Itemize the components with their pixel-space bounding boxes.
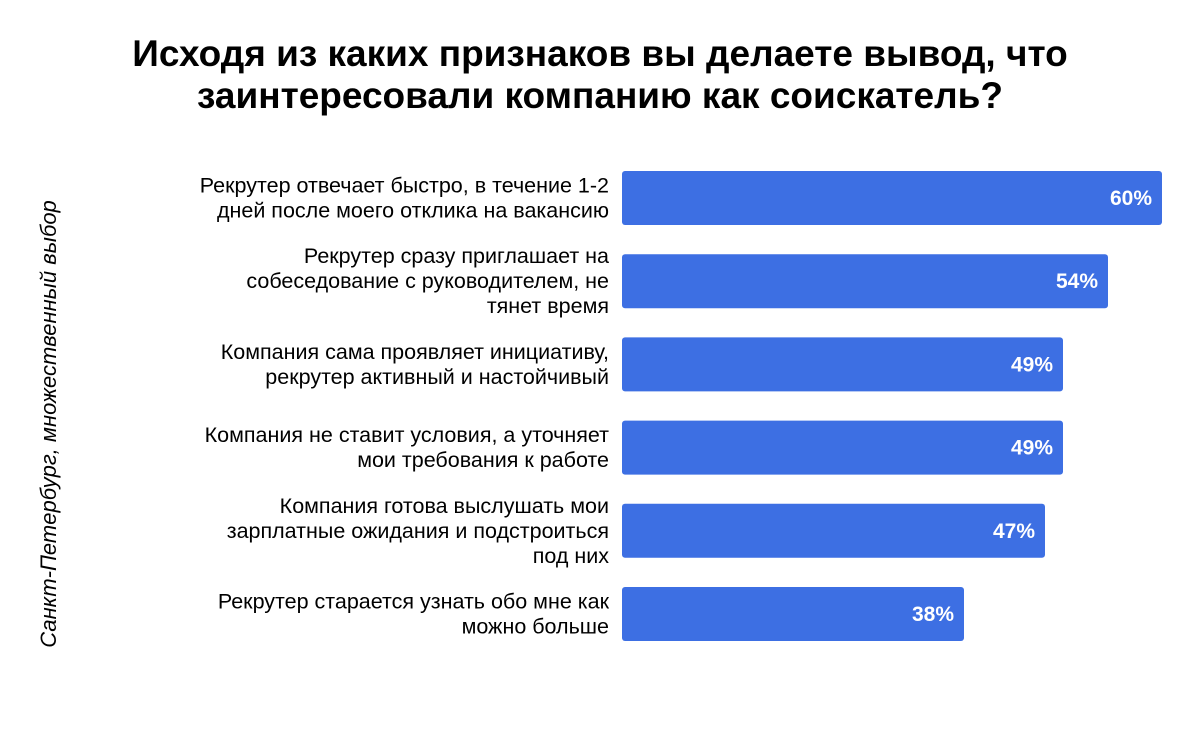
- value-label-5: 47%: [993, 520, 1035, 543]
- value-label-6: 38%: [912, 603, 954, 626]
- category-label-3-line-2: рекрутер активный и настойчивый: [265, 365, 609, 389]
- category-label-4: Компания не ставит условия, а уточняет мо…: [205, 423, 609, 472]
- category-label-1: Рекрутер отвечает быстро, в течение 1-2 д…: [200, 174, 609, 223]
- category-label-6-line-1: Рекрутер старается узнать обо мне как: [218, 590, 610, 614]
- bar-5: [622, 503, 1045, 558]
- category-label-3-line-1: Компания сама проявляет инициативу,: [221, 340, 609, 364]
- category-label-5-line-3: под них: [533, 544, 610, 568]
- category-label-2: Рекрутер сразу приглашает на собеседовани…: [246, 244, 609, 318]
- category-label-2-line-2: собеседование с руководителем, не: [246, 269, 609, 293]
- value-label-4: 49%: [1011, 437, 1053, 460]
- category-label-5-line-2: зарплатные ожидания и подстроиться: [227, 519, 609, 543]
- category-label-6-line-2: можно больше: [462, 615, 609, 639]
- category-label-1-line-1: Рекрутер отвечает быстро, в течение 1-2: [200, 174, 609, 198]
- category-label-5: Компания готова выслушать мои зарплатные …: [227, 494, 610, 568]
- category-label-5-line-1: Компания готова выслушать мои: [280, 494, 609, 518]
- chart-title: Исходя из каких признаков вы делаете выв…: [0, 33, 1200, 117]
- category-label-1-line-2: дней после моего отклика на вакансию: [217, 199, 609, 223]
- category-label-6: Рекрутер старается узнать обо мне как мож…: [218, 590, 610, 639]
- category-label-2-line-3: тянет время: [487, 294, 609, 318]
- chart-title-line-1: Исходя из каких признаков вы делаете выв…: [132, 33, 1068, 74]
- category-label-4-line-1: Компания не ставит условия, а уточняет: [205, 423, 609, 447]
- bar-4: [622, 420, 1063, 475]
- chart-title-line-2: заинтересовали компанию как соискатель?: [197, 75, 1003, 116]
- bar-6: [622, 587, 964, 641]
- bar-3: [622, 337, 1063, 392]
- category-label-3: Компания сама проявляет инициативу, рекру…: [221, 340, 609, 389]
- category-label-2-line-1: Рекрутер сразу приглашает на: [304, 244, 609, 268]
- bar-1: [622, 171, 1162, 225]
- value-label-3: 49%: [1011, 353, 1053, 376]
- value-label-1: 60%: [1110, 187, 1152, 210]
- bar-2: [622, 254, 1108, 309]
- category-label-4-line-2: мои требования к работе: [357, 448, 609, 472]
- value-label-2: 54%: [1056, 270, 1098, 293]
